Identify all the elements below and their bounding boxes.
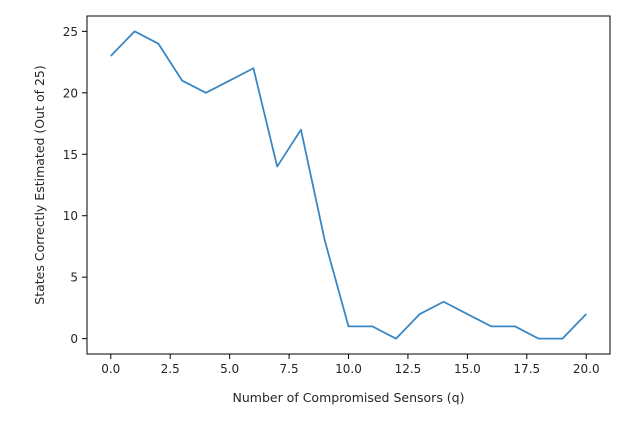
x-tick-label: 12.5 [395, 362, 422, 376]
y-axis-title: States Correctly Estimated (Out of 25) [32, 65, 47, 304]
y-tick-label: 10 [63, 209, 78, 223]
series-group [110, 30, 587, 340]
x-tick-label: 5.0 [220, 362, 239, 376]
y-tick-label: 5 [70, 271, 78, 285]
x-tick-label: 20.0 [573, 362, 600, 376]
x-tick-label: 7.5 [280, 362, 299, 376]
y-tick-label: 0 [70, 332, 78, 346]
tick-group: 0.0 2.5 5.0 7.5 10.0 12.5 15.0 17.5 20.0 0 5 10 15 20… [63, 25, 600, 376]
x-tick-label: 0.0 [101, 362, 120, 376]
series-line [110, 30, 587, 340]
x-tick-label: 10.0 [335, 362, 362, 376]
y-tick-label: 15 [63, 148, 78, 162]
y-tick-label: 20 [63, 86, 78, 100]
x-tick-label: 2.5 [161, 362, 180, 376]
x-tick-label: 15.0 [454, 362, 481, 376]
x-axis-title: Number of Compromised Sensors (q) [233, 390, 465, 405]
y-tick-label: 25 [63, 25, 78, 39]
x-tick-label: 17.5 [513, 362, 540, 376]
plot-area [86, 15, 611, 355]
